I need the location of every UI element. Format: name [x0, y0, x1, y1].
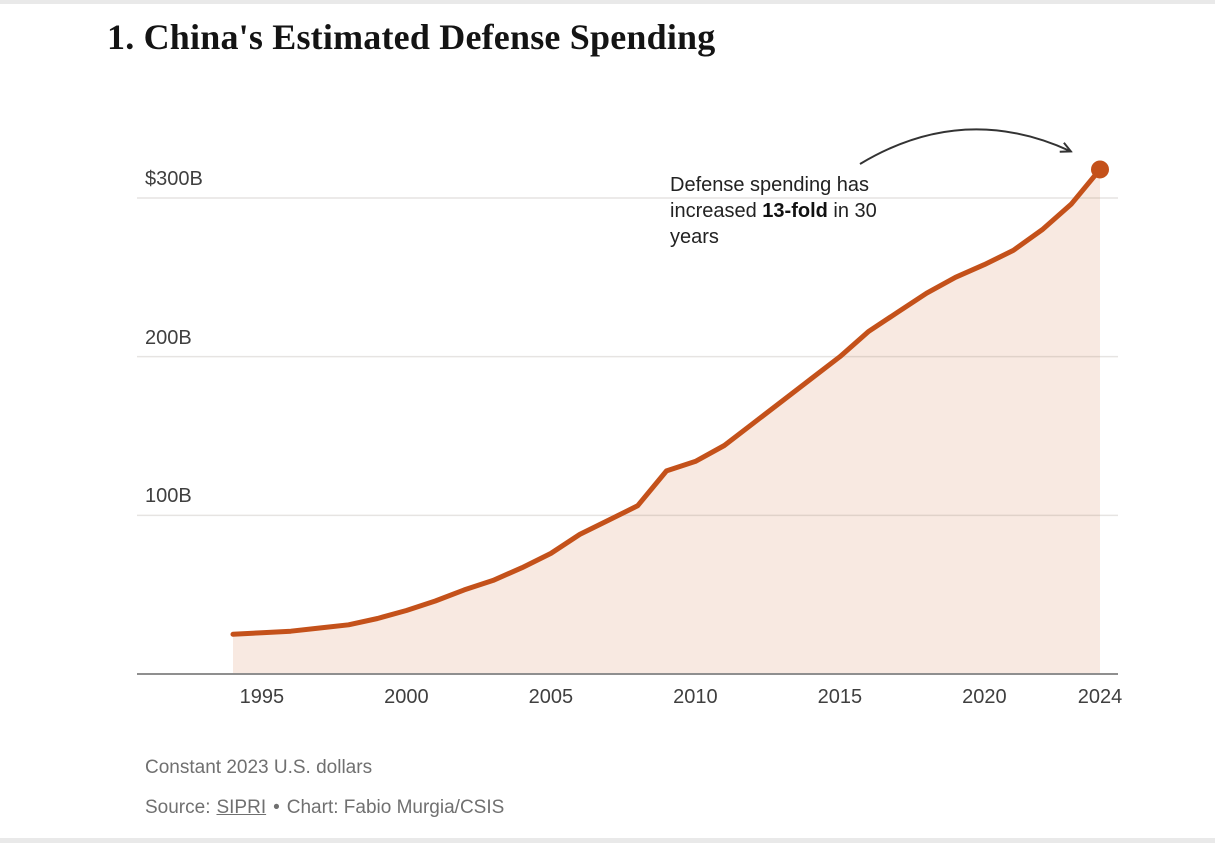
- annotation-text-bold: 13-fold: [762, 200, 828, 222]
- x-axis-label-2024: 2024: [1077, 686, 1123, 708]
- y-axis-label-300b: $300B: [145, 168, 203, 190]
- chart-title: 1. China's Estimated Defense Spending: [107, 17, 716, 57]
- annotation-arrow-icon: [859, 128, 1070, 165]
- source-line: Source: SIPRI • Chart: Fabio Murgia/CSIS: [145, 797, 504, 819]
- area-fill: [233, 169, 1100, 674]
- endpoint-dot-2024: [1091, 160, 1109, 179]
- x-axis-label-2005: 2005: [528, 686, 574, 708]
- x-axis-label-1995: 1995: [239, 686, 285, 708]
- x-axis-label-2010: 2010: [673, 686, 718, 708]
- spending-line: [230, 166, 1103, 637]
- annotation-text-after: in 30 years: [670, 200, 877, 248]
- source-separator: •: [273, 797, 280, 818]
- annotation-text-before: Defense spending has increased: [670, 174, 870, 222]
- source-prefix: Source:: [145, 797, 211, 818]
- x-axis-label-2020: 2020: [962, 686, 1007, 708]
- chart-credit: Chart: Fabio Murgia/CSIS: [286, 797, 505, 818]
- sipri-link[interactable]: SIPRI: [216, 797, 267, 818]
- annotation-text: Defense spending has increased 13-fold i…: [670, 172, 925, 250]
- y-axis-label-200b: 200B: [145, 326, 192, 349]
- y-axis-label-100b: 100B: [145, 485, 192, 508]
- unit-note: Constant 2023 U.S. dollars: [145, 757, 373, 778]
- bottom-edge-strip: [0, 838, 1215, 843]
- x-axis-label-2015: 2015: [817, 686, 863, 708]
- top-edge-strip: [0, 0, 1215, 4]
- x-axis-label-2000: 2000: [384, 686, 429, 708]
